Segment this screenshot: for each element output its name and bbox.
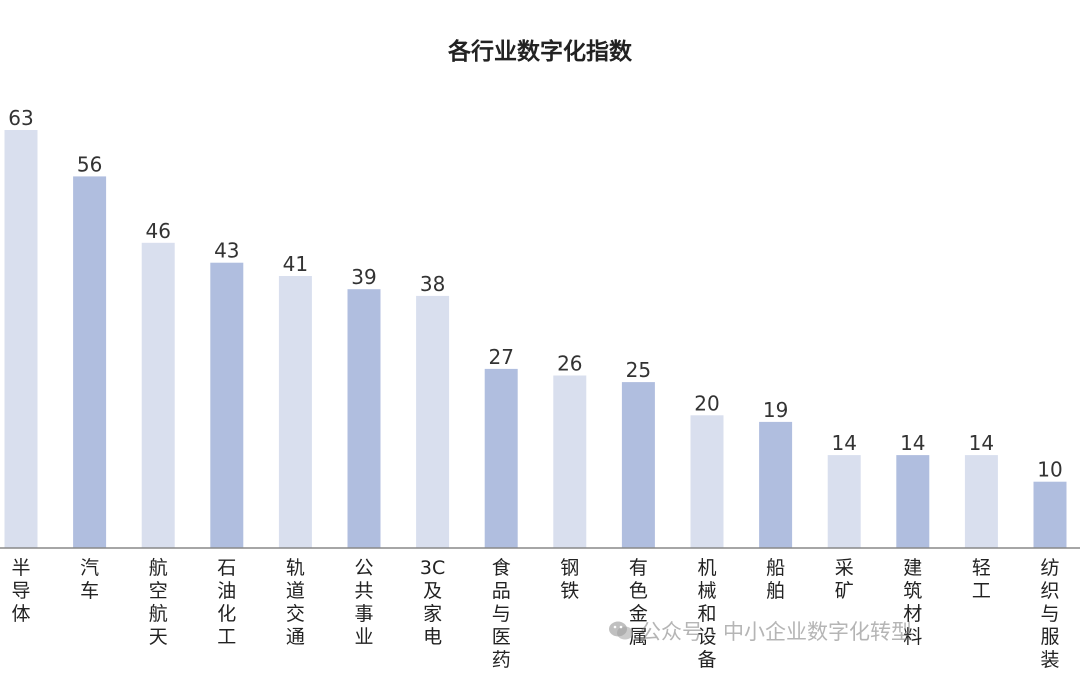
- category-label: 纺织与服装: [1040, 557, 1059, 671]
- value-label: 14: [831, 431, 856, 455]
- value-label: 14: [969, 431, 994, 455]
- category-label: 半导体: [11, 557, 30, 625]
- bar-7: [416, 295, 450, 548]
- value-label: 10: [1037, 458, 1062, 482]
- value-label: 27: [488, 345, 513, 369]
- category-label: 汽车: [80, 557, 99, 602]
- value-label: 56: [77, 152, 102, 176]
- value-label: 20: [694, 391, 719, 415]
- bar-4: [210, 262, 244, 548]
- bar-16: [1033, 481, 1067, 548]
- bar-15: [964, 455, 998, 548]
- category-label: 钢铁: [560, 557, 579, 602]
- watermark: 公众号 · 中小企业数字化转型: [608, 616, 912, 646]
- category-label: 航空航天: [149, 557, 168, 648]
- bar-11: [690, 415, 724, 548]
- category-label: 有色金属: [629, 557, 648, 648]
- bar-13: [827, 455, 861, 548]
- bar-6: [347, 289, 381, 548]
- bar-12: [759, 421, 793, 548]
- category-label: 食品与医药: [492, 557, 511, 671]
- value-label: 38: [420, 272, 445, 296]
- category-label: 轻工: [972, 557, 991, 602]
- bar-10: [621, 382, 655, 548]
- value-label: 26: [557, 352, 582, 376]
- category-label: 公共事业: [354, 557, 373, 648]
- value-label: 43: [214, 239, 239, 263]
- value-label: 46: [145, 219, 170, 243]
- bar-5: [278, 276, 312, 548]
- category-label: 3C 及家电: [420, 557, 445, 648]
- value-label: 41: [283, 252, 308, 276]
- value-label: 14: [900, 431, 925, 455]
- chart-title: 各行业数字化指数: [448, 39, 632, 65]
- bar-1: [4, 130, 38, 548]
- bar-14: [896, 455, 930, 548]
- category-label: 建筑材料: [903, 557, 922, 648]
- bar-2: [73, 176, 107, 548]
- category-label: 船舶: [766, 557, 785, 602]
- value-label: 63: [8, 106, 33, 130]
- bar-3: [141, 242, 175, 549]
- category-label: 机械和设备: [697, 557, 716, 671]
- bar-9: [553, 375, 587, 548]
- category-label: 采矿: [835, 557, 854, 602]
- wechat-icon: [609, 621, 633, 640]
- bar-8: [484, 368, 518, 548]
- category-label: 石油化工: [217, 557, 236, 648]
- value-label: 25: [626, 358, 651, 382]
- watermark-text: 公众号 · 中小企业数字化转型: [640, 620, 913, 644]
- value-label: 39: [351, 265, 376, 289]
- value-label: 19: [763, 398, 788, 422]
- category-label: 轨道交通: [286, 557, 305, 648]
